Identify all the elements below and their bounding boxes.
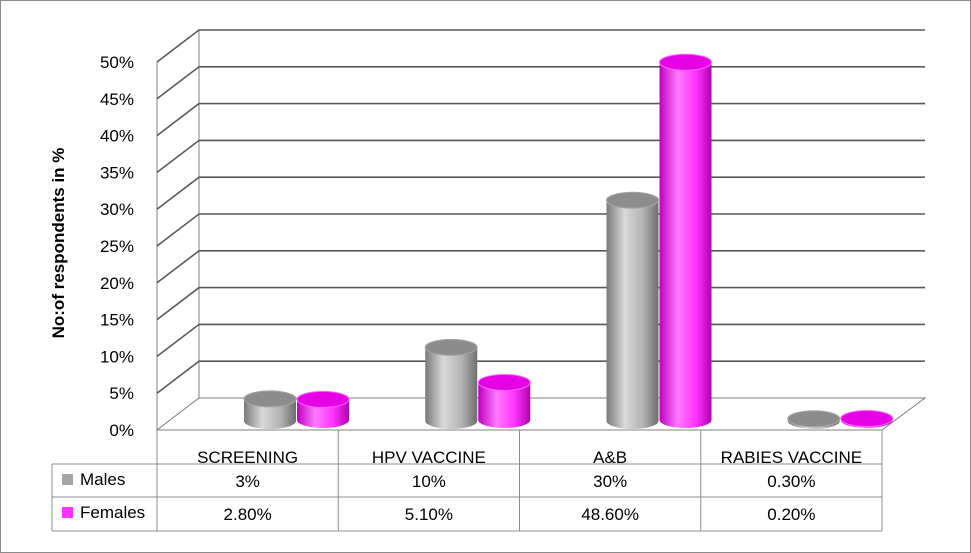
gridlines [156, 29, 925, 394]
bar-females [296, 390, 350, 428]
bar-males [787, 410, 841, 429]
y-tick-label: 40% [100, 127, 134, 146]
gridline [156, 250, 925, 284]
bar-top [243, 390, 297, 408]
gridline [156, 323, 925, 358]
gridline [156, 102, 925, 137]
gridline [156, 66, 925, 100]
bar-body [244, 398, 296, 429]
table-value: 48.60% [581, 505, 639, 524]
bar-top [840, 410, 894, 428]
bar-top [606, 191, 659, 209]
data-table: SCREENING HPV VACCINE A&B RABIES VACCINE Mal… [51, 430, 883, 532]
gridline [156, 360, 925, 394]
x-category-label: A&B [593, 448, 627, 467]
bar-body [606, 200, 659, 429]
table-value: 10% [412, 472, 446, 491]
y-tick-label: 45% [100, 90, 134, 109]
bars [243, 53, 894, 429]
y-tick-label: 10% [100, 347, 134, 366]
table-value: 2.80% [224, 505, 272, 524]
y-tick-label: 20% [100, 274, 134, 293]
y-tick-label: 35% [100, 163, 134, 182]
legend-swatch-females [62, 507, 73, 518]
bar-females [477, 373, 531, 428]
gridline [156, 286, 925, 321]
table-value: 0.20% [767, 505, 815, 524]
bar-top [659, 53, 712, 71]
bar-males [243, 390, 297, 429]
bar-males [424, 338, 478, 429]
bar-males [606, 191, 659, 429]
gridline [156, 176, 925, 210]
table-value: 5.10% [405, 505, 453, 524]
y-tick-label: 15% [100, 311, 134, 330]
table-value: 30% [593, 472, 627, 491]
bar-body [659, 62, 712, 428]
bar-top [296, 390, 350, 408]
bar-top [424, 338, 478, 356]
x-category-label: SCREENING [197, 448, 298, 467]
x-category-label: RABIES VACCINE [721, 448, 862, 467]
y-tick-label: 50% [100, 53, 134, 72]
legend-label-males: Males [80, 470, 125, 489]
y-axis-ticks: 0% 5% 10% 15% 20% 25% 30% 35% 40% 45% 50% [100, 53, 134, 440]
y-tick-label: 5% [109, 384, 134, 403]
bar-body [478, 382, 531, 428]
bar-females [659, 53, 712, 428]
gridline [156, 139, 925, 174]
y-tick-label: 30% [100, 200, 134, 219]
bar-top [477, 373, 531, 391]
table-value: 3% [235, 472, 260, 491]
y-tick-label: 0% [109, 421, 134, 440]
y-tick-label: 25% [100, 237, 134, 256]
y-axis-title: No:of respondents in % [49, 148, 68, 339]
plot-walls [155, 28, 927, 432]
legend-swatch-males [62, 474, 73, 485]
bar-body [425, 347, 478, 429]
table-value: 0.30% [767, 472, 815, 491]
gridline [156, 213, 925, 247]
bar-top [787, 410, 841, 428]
gridline [156, 29, 925, 63]
bar-females [840, 410, 894, 428]
x-category-label: HPV VACCINE [372, 448, 486, 467]
legend-label-females: Females [80, 503, 145, 522]
